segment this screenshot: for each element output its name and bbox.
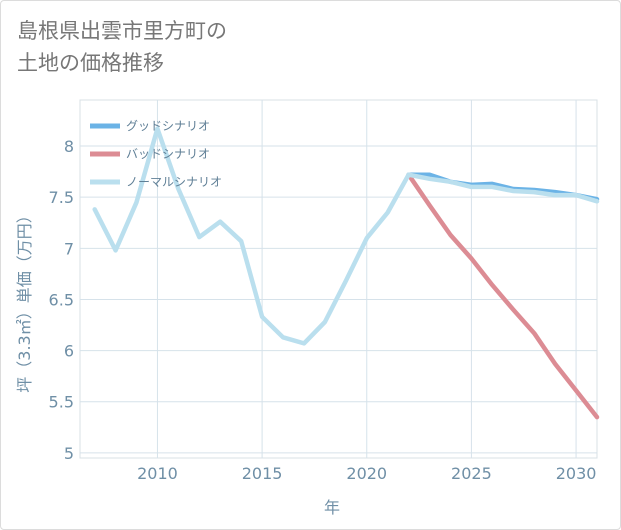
y-tick-label: 8 xyxy=(64,137,74,156)
legend-label-normal-scenario[interactable]: ノーマルシナリオ xyxy=(126,175,222,189)
y-tick-label: 6 xyxy=(64,342,74,361)
x-tick-label: 2025 xyxy=(451,464,492,483)
legend-label-good-scenario[interactable]: グッドシナリオ xyxy=(126,119,210,133)
bad-scenario-line xyxy=(406,172,600,420)
y-tick-label: 7 xyxy=(64,239,74,258)
legend-label-bad-scenario[interactable]: バッドシナリオ xyxy=(126,147,210,161)
x-tick-label: 2030 xyxy=(556,464,597,483)
y-tick-label: 5.5 xyxy=(49,393,74,412)
x-tick-label: 2010 xyxy=(137,464,178,483)
chart-title: 島根県出雲市里方町の 土地の価格推移 xyxy=(17,15,227,79)
chart-title-line-1: 島根県出雲市里方町の xyxy=(17,19,227,43)
y-tick-label: 5 xyxy=(64,444,74,463)
x-gridlines xyxy=(156,100,577,458)
y-tick-label: 6.5 xyxy=(49,290,74,309)
x-axis-label: 年 xyxy=(324,498,340,517)
y-tick-labels: 5 5.5 6 6.5 7 7.5 8 xyxy=(49,137,74,463)
chart-title-line-2: 土地の価格推移 xyxy=(17,51,164,75)
normal-scenario-line xyxy=(92,126,600,346)
series-lines xyxy=(92,126,600,420)
y-tick-label: 7.5 xyxy=(49,188,74,207)
y-axis-label: 坪（3.3㎡）単価（万円） xyxy=(15,207,34,392)
x-tick-labels: 2010 2015 2020 2025 2030 xyxy=(137,464,596,483)
x-tick-label: 2020 xyxy=(346,464,387,483)
x-tick-label: 2015 xyxy=(242,464,283,483)
